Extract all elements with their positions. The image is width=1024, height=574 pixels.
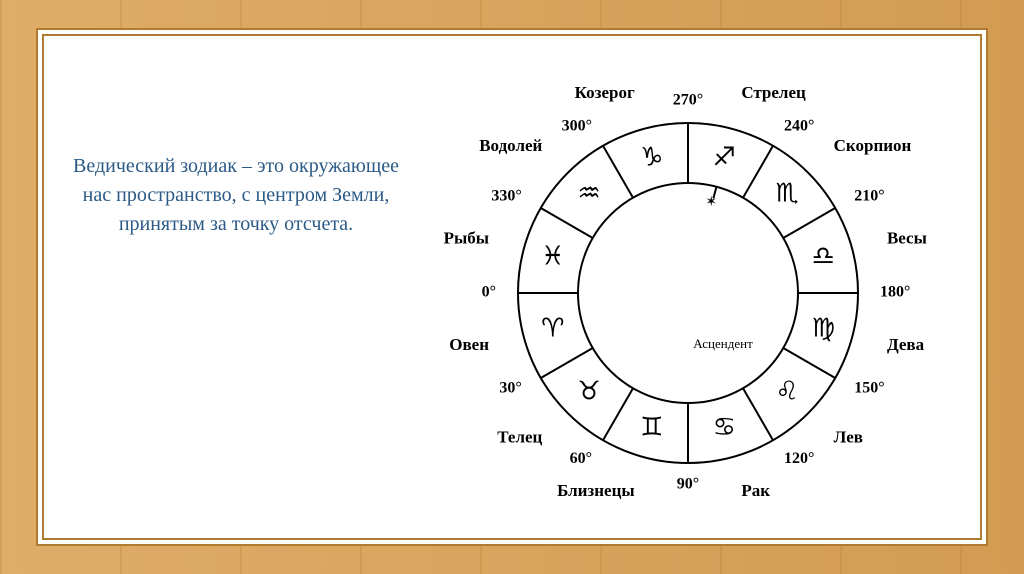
sign-degree: 150° (854, 380, 884, 397)
sign-degree: 30° (499, 380, 521, 397)
zodiac-symbol: ♓ (541, 241, 564, 271)
sign-name: Рыбы (444, 229, 489, 248)
ascendant-marker: ✶ (705, 193, 717, 209)
sign-degree: 0° (482, 284, 496, 301)
zodiac-symbol: ♏ (775, 179, 798, 209)
zodiac-symbol: ♍ (812, 314, 835, 344)
zodiac-symbol: ♐ (713, 142, 736, 172)
sector-divider (743, 388, 773, 440)
sign-name: Рак (741, 481, 770, 500)
sign-degree: 180° (880, 284, 910, 301)
sign-degree: 300° (562, 117, 592, 134)
zodiac-svg: ♈ ♉ ♊ ♋ ♌ ♍ ♎ ♏ ♐ ♑ ♒ ♓ ✶ Асцендент Овен 0° Телец 30° Близ… (408, 38, 968, 538)
zodiac-symbol: ♋ (713, 413, 736, 443)
sign-degree: 240° (784, 117, 814, 134)
sign-name: Телец (497, 428, 542, 447)
sector-divider (743, 146, 773, 198)
sign-name: Стрелец (741, 83, 806, 102)
ascendant-label: Асцендент (693, 336, 753, 351)
sign-degree: 270° (673, 92, 703, 109)
sign-name: Водолей (479, 136, 542, 155)
inner-ring (578, 183, 798, 403)
sector-divider (603, 388, 633, 440)
sector-divider (783, 208, 835, 238)
zodiac-symbol: ♈ (541, 314, 564, 344)
sector-divider (541, 348, 593, 378)
sign-degree: 60° (570, 450, 592, 467)
sector-divider (783, 348, 835, 378)
sign-name: Весы (887, 229, 927, 248)
zodiac-symbol: ♌ (775, 376, 798, 406)
zodiac-chart: ♈ ♉ ♊ ♋ ♌ ♍ ♎ ♏ ♐ ♑ ♒ ♓ ✶ Асцендент Овен 0° Телец 30° Близ… (408, 38, 968, 538)
sign-name: Овен (449, 335, 489, 354)
zodiac-symbol: ♊ (640, 413, 663, 443)
sign-name: Близнецы (557, 481, 635, 500)
sign-degree: 330° (491, 188, 521, 205)
description-text: Ведический зодиак – это окружающее нас п… (66, 152, 406, 239)
sign-name: Скорпион (834, 136, 912, 155)
zodiac-symbol: ♒ (577, 179, 600, 209)
zodiac-symbol: ♑ (640, 142, 663, 172)
sector-divider (541, 208, 593, 238)
sign-degree: 120° (784, 450, 814, 467)
slide-frame: Ведический зодиак – это окружающее нас п… (36, 28, 988, 546)
sign-name: Дева (887, 335, 925, 354)
sign-name: Козерог (575, 83, 635, 102)
zodiac-symbol: ♉ (577, 376, 600, 406)
sector-divider (603, 146, 633, 198)
sign-name: Лев (834, 428, 863, 447)
sign-degree: 210° (854, 188, 884, 205)
sign-degree: 90° (677, 476, 699, 493)
zodiac-symbol: ♎ (812, 241, 835, 271)
